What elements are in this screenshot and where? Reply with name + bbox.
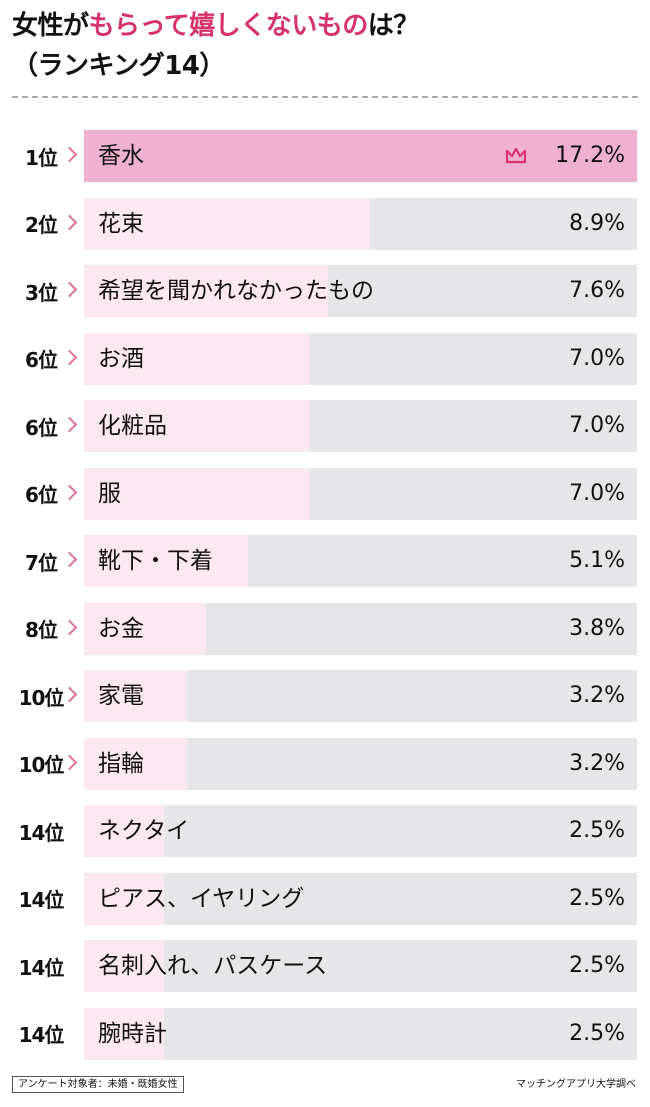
ranking-row: 2位 花束 8.9%: [0, 197, 650, 250]
item-label: 指輪: [98, 750, 144, 777]
value-label: 5.1%: [569, 548, 625, 573]
bar-track: [84, 872, 637, 925]
bar: [84, 535, 248, 587]
bar: [84, 265, 329, 317]
item-label: お金: [98, 615, 144, 642]
ranking-row: 14位 腕時計 2.5%: [0, 1007, 650, 1060]
ranking-row: 10位 指輪 3.2%: [0, 737, 650, 790]
bar-track: [84, 670, 637, 722]
rank-label: 10位: [18, 753, 65, 777]
bar-track: [84, 805, 637, 857]
bar: [84, 602, 207, 655]
rank-label: 6位: [25, 483, 58, 507]
title-line-1: 女性がもらって嬉しくないものは？: [12, 6, 632, 46]
bar: [84, 467, 310, 520]
rank-label: 1位: [25, 145, 58, 170]
item-label: 腕時計: [98, 1020, 167, 1047]
value-label: 7.6%: [569, 278, 625, 303]
ranking-row: 6位 お酒 7.0%: [0, 332, 650, 385]
rank-label: 6位: [25, 415, 58, 440]
item-label: お酒: [98, 345, 144, 372]
bar-track: [84, 535, 637, 587]
bar-track: [84, 332, 637, 385]
title-accent: もらって嬉しくないもの: [88, 11, 369, 41]
value-label: 17.2%: [555, 143, 625, 168]
bar: [84, 197, 371, 250]
rank-label: 8位: [25, 618, 58, 642]
rank-label: 14位: [18, 888, 65, 912]
rank-label: 14位: [18, 955, 65, 980]
rank-label: 3位: [25, 280, 58, 305]
bar-track: [84, 400, 637, 452]
bar: [84, 1007, 165, 1060]
bar: [84, 670, 187, 722]
item-label: 花束: [98, 210, 144, 237]
value-label: 3.2%: [569, 750, 625, 776]
bar-track: [84, 940, 637, 992]
value-label: 3.8%: [569, 615, 625, 641]
source-credit: マッチングアプリ大学調べ: [516, 1079, 636, 1090]
item-label: 希望を聞かれなかったもの: [98, 278, 374, 304]
rank-label: 6位: [25, 348, 58, 372]
bar-track: [84, 130, 637, 182]
item-label: 家電: [98, 683, 144, 709]
bar-track: [84, 197, 637, 250]
value-label: 7.0%: [569, 480, 625, 506]
value-label: 2.5%: [569, 885, 625, 911]
bar-track: [84, 467, 637, 520]
bar-track: [84, 1007, 637, 1060]
rank-label: 7位: [25, 550, 58, 575]
title-prefix: 女性が: [12, 11, 89, 41]
dashed-divider: [12, 96, 638, 98]
item-label: 香水: [98, 143, 144, 169]
item-label: 靴下・下着: [98, 548, 213, 574]
chart-title: 女性がもらって嬉しくないものは？ （ランキング14）: [12, 6, 632, 86]
rank-label: 10位: [18, 685, 65, 710]
ranking-row: 14位 ネクタイ 2.5%: [0, 805, 650, 857]
rank-label: 2位: [25, 213, 58, 237]
rank-label: 14位: [18, 820, 65, 845]
title-suffix: は？: [367, 11, 420, 41]
ranking-row: 1位 香水 17.2%: [0, 130, 650, 182]
bar-track: [84, 602, 637, 655]
ranking-row: 14位 名刺入れ、パスケース 2.5%: [0, 940, 650, 992]
bar: [84, 805, 165, 857]
item-label: 服: [98, 480, 121, 507]
value-label: 2.5%: [569, 818, 625, 843]
bar: [84, 130, 637, 182]
bar: [84, 737, 187, 790]
ranking-row: 7位 靴下・下着 5.1%: [0, 535, 650, 587]
value-label: 2.5%: [569, 953, 625, 978]
item-label: 化粧品: [98, 413, 167, 439]
ranking-row: 10位 家電 3.2%: [0, 670, 650, 722]
bar: [84, 400, 310, 452]
survey-note: アンケート対象者：未婚・既婚女性: [12, 1076, 184, 1093]
crown-icon: [505, 147, 527, 164]
bar-track: [84, 737, 637, 790]
item-label: 名刺入れ、パスケース: [98, 953, 328, 979]
bar: [84, 872, 165, 925]
item-label: ネクタイ: [98, 818, 190, 844]
ranking-row: 6位 服 7.0%: [0, 467, 650, 520]
value-label: 7.0%: [569, 413, 625, 438]
rank-label: 14位: [18, 1023, 65, 1047]
bar: [84, 940, 165, 992]
ranking-row: 3位 希望を聞かれなかったもの 7.6%: [0, 265, 650, 317]
value-label: 3.2%: [569, 683, 625, 708]
bar-track: [84, 265, 637, 317]
ranking-row: 6位 化粧品 7.0%: [0, 400, 650, 452]
value-label: 7.0%: [569, 345, 625, 371]
value-label: 8.9%: [569, 210, 625, 236]
item-label: ピアス、イヤリング: [98, 885, 305, 912]
value-label: 2.5%: [569, 1020, 625, 1046]
bar: [84, 332, 310, 385]
ranking-row: 14位 ピアス、イヤリング 2.5%: [0, 872, 650, 925]
ranking-row: 8位 お金 3.8%: [0, 602, 650, 655]
title-line-2: （ランキング14）: [12, 51, 225, 81]
